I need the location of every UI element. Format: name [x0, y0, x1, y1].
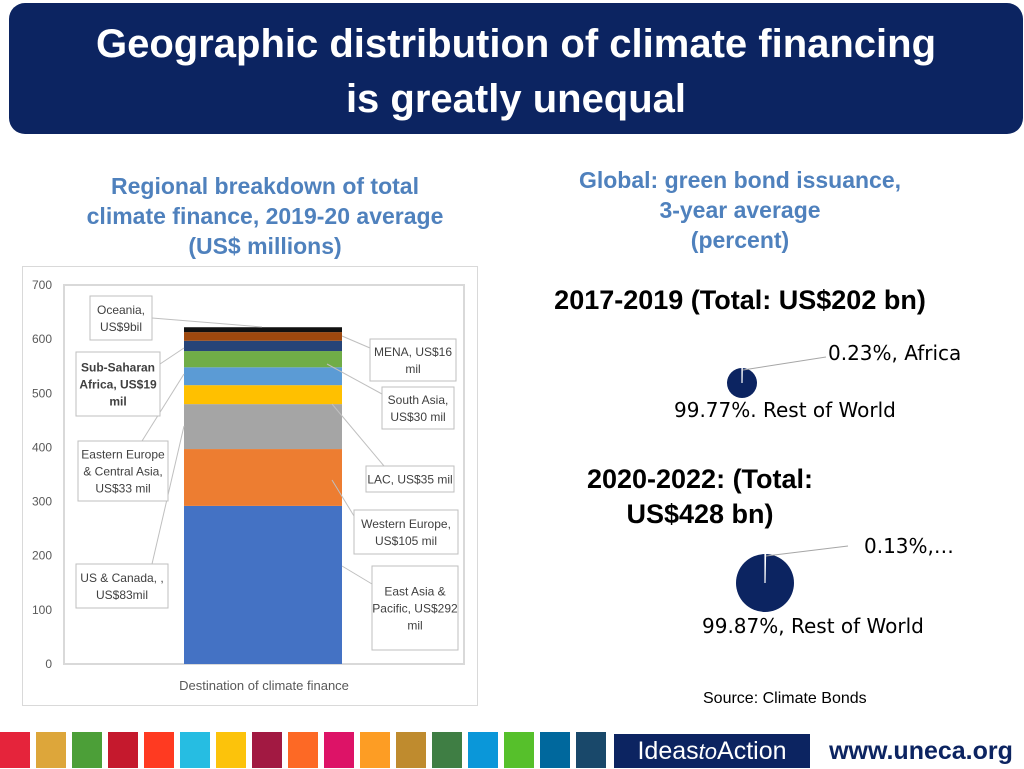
pie-2-slice-rest — [736, 554, 794, 612]
data-label-line-east-asia-pacific-0: East Asia & — [384, 585, 445, 599]
page-title: Geographic distribution of climate finan… — [9, 17, 1023, 127]
bar-chart-heading-line-1: Regional breakdown of total — [55, 171, 475, 201]
pie-2-leader-line — [766, 546, 848, 556]
page-title-line-1: Geographic distribution of climate finan… — [9, 17, 1023, 72]
sdg-color-block — [144, 732, 174, 768]
data-label-line-east-asia-pacific-1: Pacific, US$292 — [372, 602, 458, 616]
data-label-line-eastern-europe-central-asia-1: & Central Asia, — [83, 465, 162, 479]
title-banner: Geographic distribution of climate finan… — [9, 3, 1023, 134]
website-link[interactable]: www.uneca.org — [818, 734, 1024, 768]
source-note: Source: Climate Bonds — [703, 690, 867, 708]
sdg-color-block — [360, 732, 390, 768]
data-label-line-western-europe-0: Western Europe, — [361, 517, 451, 531]
sdg-color-block — [36, 732, 66, 768]
sdg-color-block — [72, 732, 102, 768]
data-label-line-south-asia-0: South Asia, — [388, 393, 449, 407]
sdg-color-block — [324, 732, 354, 768]
sdg-color-block — [432, 732, 462, 768]
pie-charts-heading: Global: green bond issuance, 3-year aver… — [540, 165, 940, 255]
data-label-line-eastern-europe-central-asia-0: Eastern Europe — [81, 448, 165, 462]
y-tick-label-7: 700 — [32, 278, 52, 292]
pie-charts-heading-line-3: (percent) — [540, 225, 940, 255]
data-label-line-oceania-0: Oceania, — [97, 303, 145, 317]
pie-1-slice-africa-label: 0.23%, Africa — [828, 341, 961, 365]
data-label-line-mena-0: MENA, US$16 — [374, 345, 452, 359]
data-label-line-sub-saharan-africa-0: Sub-Saharan — [81, 361, 155, 375]
data-label-line-western-europe-1: US$105 mil — [375, 534, 437, 548]
y-tick-label-5: 500 — [32, 386, 52, 400]
logo-action-text: Action — [717, 737, 786, 765]
page-title-line-2: is greatly unequal — [9, 72, 1023, 127]
bar-chart-heading-line-3: (US$ millions) — [55, 231, 475, 261]
ideas-to-action-logo: IdeastoAction — [614, 734, 810, 768]
pie-1-slice-rest-label: 99.77%. Rest of World — [674, 398, 896, 422]
sdg-color-block — [540, 732, 570, 768]
pie-1-slice-rest — [727, 368, 757, 398]
callout-leader-sub-saharan-africa — [160, 348, 184, 364]
sdg-color-block — [396, 732, 426, 768]
pie-2-slice-small — [765, 554, 766, 583]
pie-charts-heading-line-2: 3-year average — [540, 195, 940, 225]
data-label-line-eastern-europe-central-asia-2: US$33 mil — [95, 482, 150, 496]
data-label-line-south-asia-1: US$30 mil — [390, 410, 445, 424]
pie-1-leader-line — [743, 357, 826, 370]
pie-chart-1-title: 2017-2019 (Total: US$202 bn) — [540, 283, 940, 318]
pie-charts-heading-line-1: Global: green bond issuance, — [540, 165, 940, 195]
bar-segment-4 — [184, 367, 342, 385]
y-tick-label-0: 0 — [45, 657, 52, 671]
pie-2-slice-rest-label: 99.87%, Rest of World — [702, 614, 924, 638]
bar-segment-8 — [184, 327, 342, 332]
bar-chart-heading: Regional breakdown of total climate fina… — [55, 171, 475, 261]
pie-chart-2-title-text: 2020-2022: (Total: US$428 bn) — [587, 464, 813, 529]
data-label-line-sub-saharan-africa-1: Africa, US$19 — [79, 378, 157, 392]
stacked-bar-chart: 0 100 200 300 400 500 600 700 Destination of cli… — [22, 266, 478, 706]
y-tick-label-6: 600 — [32, 332, 52, 346]
y-tick-label-2: 200 — [32, 549, 52, 563]
y-tick-label-3: 300 — [32, 495, 52, 509]
data-label-line-mena-1: mil — [405, 362, 420, 376]
bar-segment-5 — [184, 351, 342, 367]
logo-ideas-text: Ideas — [637, 737, 698, 765]
sdg-color-block — [468, 732, 498, 768]
callout-leader-oceania — [152, 318, 262, 327]
data-label-line-us-canada-1: US$83mil — [96, 588, 148, 602]
sdg-color-block — [180, 732, 210, 768]
footer-bar: IdeastoAction www.uneca.org — [0, 732, 1024, 768]
sdg-color-block — [108, 732, 138, 768]
bar-segment-3 — [184, 385, 342, 404]
sdg-color-block — [216, 732, 246, 768]
data-label-line-sub-saharan-africa-2: mil — [109, 395, 126, 409]
data-label-line-us-canada-0: US & Canada, , — [80, 571, 163, 585]
y-tick-label-1: 100 — [32, 603, 52, 617]
bar-segment-7 — [184, 332, 342, 341]
callout-leader-mena — [342, 336, 370, 348]
data-label-lac: LAC, US$35 mil — [367, 473, 452, 487]
pie-chart-2-title: 2020-2022: (Total: US$428 bn) — [545, 462, 855, 532]
bar-segment-6 — [184, 341, 342, 351]
bar-segment-1 — [184, 449, 342, 506]
sdg-color-block — [288, 732, 318, 768]
sdg-color-block — [0, 732, 30, 768]
bar-segment-0 — [184, 506, 342, 664]
pie-2-slice-small-label: 0.13%,… — [864, 534, 954, 558]
bar-chart-heading-line-2: climate finance, 2019-20 average — [55, 201, 475, 231]
data-label-line-lac-0: LAC, US$35 mil — [367, 473, 452, 487]
y-tick-label-4: 400 — [32, 440, 52, 454]
data-label-line-east-asia-pacific-2: mil — [407, 619, 422, 633]
sdg-color-block — [504, 732, 534, 768]
bar-segment-2 — [184, 404, 342, 449]
logo-to-text: to — [699, 739, 717, 764]
sdg-color-block — [252, 732, 282, 768]
x-axis-label: Destination of climate finance — [179, 678, 349, 693]
data-label-line-oceania-1: US$9bil — [100, 320, 142, 334]
sdg-color-block — [576, 732, 606, 768]
callout-leader-east-asia-pacific — [342, 566, 372, 584]
